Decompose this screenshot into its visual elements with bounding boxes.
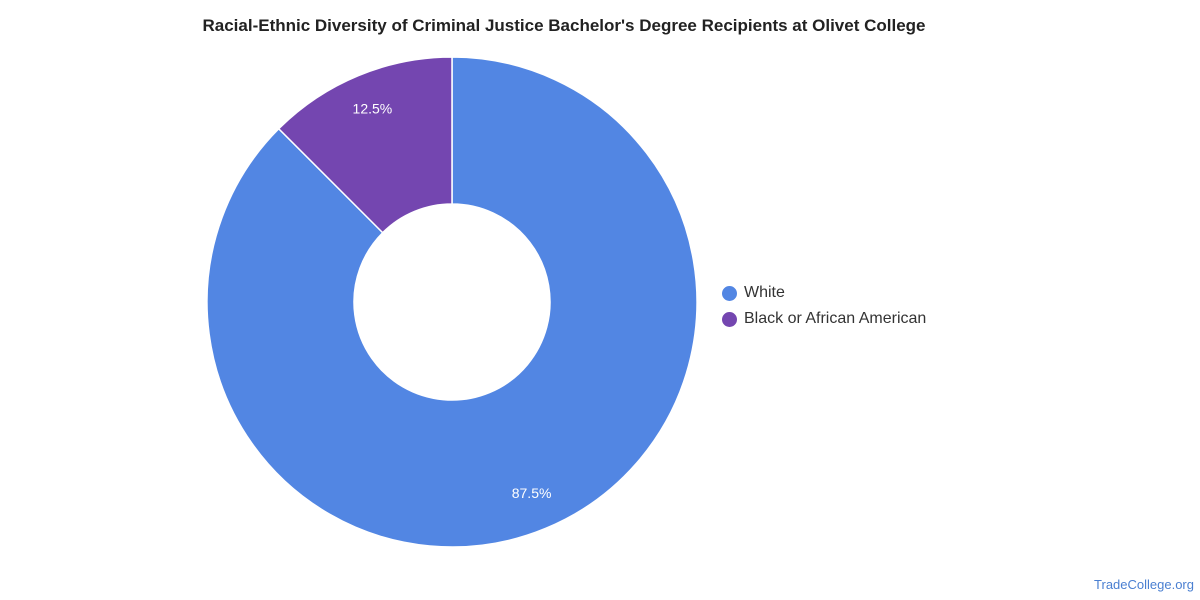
donut-slice-black-or-african-american[interactable] xyxy=(277,56,453,234)
donut-slices xyxy=(206,56,698,548)
donut-slice-labels: 87.5% 12.5% xyxy=(353,101,552,501)
donut-slice-white[interactable] xyxy=(206,56,698,548)
chart-legend: White Black or African American xyxy=(722,280,926,332)
chart-title: Racial-Ethnic Diversity of Criminal Just… xyxy=(202,16,926,35)
donut-slice-label-black-or-african-american: 12.5% xyxy=(353,101,393,117)
legend-label-white: White xyxy=(744,284,785,301)
legend-item-black-or-african-american[interactable]: Black or African American xyxy=(722,306,926,332)
site-watermark[interactable]: TradeCollege.org xyxy=(1094,577,1194,592)
legend-swatch-white xyxy=(722,285,737,301)
legend-swatch-black-or-african-american xyxy=(722,311,737,327)
legend-item-white[interactable]: White xyxy=(722,280,926,306)
donut-slice-label-white: 87.5% xyxy=(512,485,552,501)
legend-label-black-or-african-american: Black or African American xyxy=(744,310,927,327)
